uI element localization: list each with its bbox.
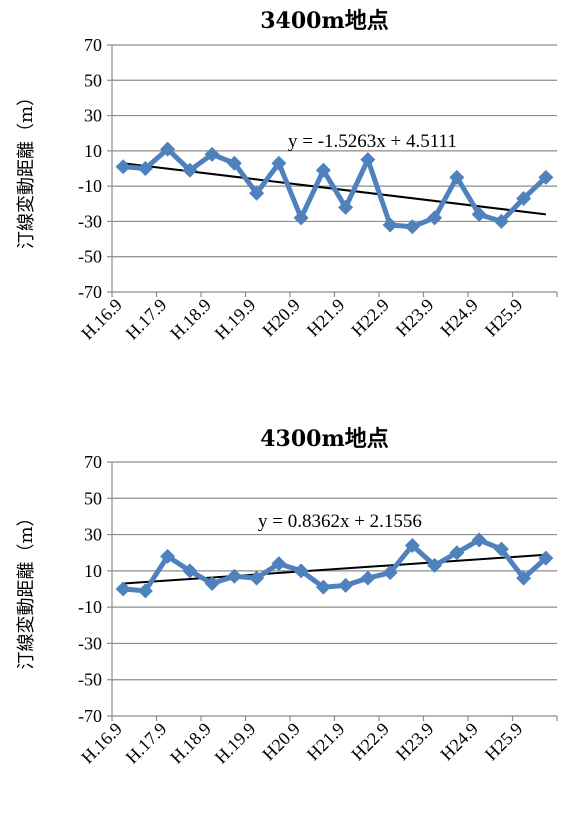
data-point-marker (471, 532, 487, 548)
x-tick-label: H23.9 (392, 295, 438, 341)
x-tick-label: H21.9 (303, 295, 349, 341)
y-tick-label: -10 (78, 176, 102, 196)
data-point-marker (182, 162, 198, 178)
data-point-marker (249, 185, 265, 201)
y-tick-label: -30 (78, 211, 102, 231)
chart-title: 3400m地点 (260, 8, 389, 34)
data-point-marker (471, 206, 487, 222)
data-point-marker (160, 548, 176, 564)
data-point-marker (204, 576, 220, 592)
y-tick-label: -70 (78, 706, 102, 726)
trendline-equation: y = 0.8362x + 2.1556 (258, 511, 422, 532)
data-point-marker (271, 556, 287, 572)
y-tick-label: -50 (78, 670, 102, 690)
data-point-marker (338, 199, 354, 215)
data-point-marker (360, 570, 376, 586)
data-point-marker (404, 219, 420, 235)
y-tick-label: 10 (84, 141, 102, 161)
data-point-marker (538, 550, 554, 566)
x-tick-label: H24.9 (436, 295, 482, 341)
data-point-marker (427, 557, 443, 573)
data-point-marker (516, 190, 532, 206)
data-point-marker (115, 159, 131, 175)
y-tick-label: -30 (78, 633, 102, 653)
x-tick-label: H.18.9 (166, 719, 215, 768)
x-tick-label: H20.9 (258, 719, 304, 765)
data-point-marker (115, 581, 131, 597)
x-tick-label: H24.9 (436, 719, 482, 765)
data-point-marker (293, 563, 309, 579)
y-tick-label: -50 (78, 247, 102, 267)
chart-title: 4300m地点 (260, 426, 389, 452)
data-point-marker (204, 146, 220, 162)
y-tick-label: 30 (84, 106, 102, 126)
data-point-marker (160, 141, 176, 157)
data-point-marker (271, 155, 287, 171)
y-tick-label: -70 (78, 282, 102, 302)
data-point-marker (404, 537, 420, 553)
data-point-marker (382, 217, 398, 233)
x-tick-label: H.17.9 (122, 295, 171, 344)
data-point-marker (226, 568, 242, 584)
y-axis-label: 汀線変動距離（m） (16, 508, 37, 669)
data-point-marker (493, 541, 509, 557)
data-point-marker (137, 161, 153, 176)
data-point-marker (538, 169, 554, 185)
x-tick-label: H22.9 (347, 295, 393, 341)
x-tick-label: H25.9 (481, 295, 527, 341)
y-tick-label: 70 (84, 452, 102, 472)
x-tick-label: H.17.9 (122, 719, 171, 768)
y-tick-label: 10 (84, 561, 102, 581)
y-tick-label: 70 (84, 35, 102, 55)
x-tick-label: H22.9 (347, 719, 393, 765)
data-point-marker (315, 579, 331, 595)
x-tick-label: H.16.9 (77, 295, 126, 344)
x-tick-label: H20.9 (258, 295, 304, 341)
x-tick-label: H.18.9 (166, 295, 215, 344)
x-tick-label: H21.9 (303, 719, 349, 765)
trendline (123, 553, 546, 585)
data-point-marker (315, 162, 331, 178)
data-point-marker (182, 563, 198, 579)
chart-1: 3400m地点70503010-10-30-50-70H.16.9H.17.9H… (16, 8, 558, 344)
data-point-marker (249, 570, 265, 586)
data-point-marker (449, 169, 465, 185)
data-point-marker (137, 583, 153, 599)
x-tick-label: H.16.9 (77, 719, 126, 768)
series-line (122, 537, 548, 594)
x-tick-label: H.19.9 (211, 295, 260, 344)
data-point-marker (427, 210, 443, 226)
y-tick-label: 30 (84, 525, 102, 545)
x-tick-label: H.19.9 (211, 719, 260, 768)
y-tick-label: -10 (78, 597, 102, 617)
x-tick-label: H25.9 (481, 719, 527, 765)
data-point-marker (226, 155, 242, 171)
x-tick-label: H23.9 (392, 719, 438, 765)
data-point-marker (338, 577, 354, 593)
chart-2: 4300m地点70503010-10-30-50-70H.16.9H.17.9H… (16, 426, 558, 768)
trendline-equation: y = -1.5263x + 4.5111 (288, 131, 457, 152)
y-tick-label: 50 (84, 488, 102, 508)
data-point-marker (493, 213, 509, 229)
data-point-marker (516, 570, 532, 586)
y-tick-label: 50 (84, 70, 102, 90)
y-axis-label: 汀線変動距離（m） (16, 88, 37, 249)
data-point-marker (293, 210, 309, 226)
data-point-marker (449, 545, 465, 561)
data-point-marker (382, 565, 398, 581)
data-point-marker (360, 152, 376, 168)
